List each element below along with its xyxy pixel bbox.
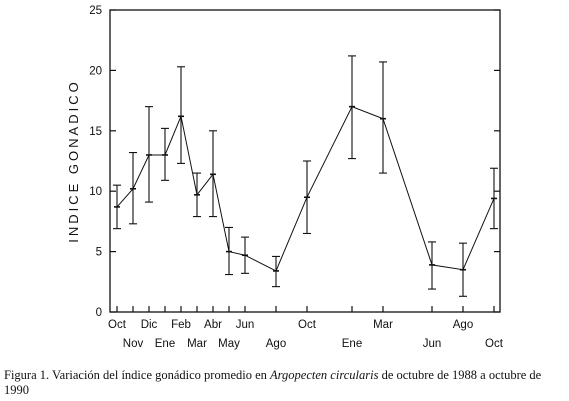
x-tick-label: Feb xyxy=(171,319,191,331)
x-tick-label: Mar xyxy=(187,338,207,350)
x-tick-label: Jun xyxy=(236,319,255,331)
caption-prefix: Figura 1. Variación del índice gonádico … xyxy=(4,368,271,382)
series-line xyxy=(116,105,495,272)
caption-species: Argopecten circularis xyxy=(270,368,379,382)
plot-frame xyxy=(109,9,501,313)
y-tick-label: 25 xyxy=(89,5,102,17)
y-tick-label: 15 xyxy=(89,126,102,138)
x-tick-label: Mar xyxy=(373,319,393,331)
y-tick-label: 5 xyxy=(96,247,102,259)
x-tick-label: Ago xyxy=(266,338,286,350)
x-tick-label: Ene xyxy=(342,338,362,350)
x-tick-label: Ago xyxy=(453,319,473,331)
y-axis-label: INDICE GONADICO xyxy=(66,79,81,242)
x-tick-label: Abr xyxy=(204,319,222,331)
y-tick-label: 0 xyxy=(96,307,102,319)
x-tick-label: Oct xyxy=(485,338,504,350)
x-tick-label: Oct xyxy=(298,319,317,331)
x-tick-label: Oct xyxy=(108,319,127,331)
x-tick-label: Dic xyxy=(141,319,158,331)
x-tick-label: Jun xyxy=(423,338,442,350)
y-tick-label: 10 xyxy=(89,186,102,198)
gonadic-index-chart: 0 5 10 15 20 25 INDICE GONADICO Oct Nov Dic Ene Feb… xyxy=(66,5,504,350)
y-tick-label: 20 xyxy=(89,65,102,77)
x-tick-label: Ene xyxy=(155,338,175,350)
caption-suffix: de octubre de 1988 a octubre de 1990 xyxy=(4,368,542,397)
figure-caption: Figura 1. Variación del índice gonádico … xyxy=(4,368,566,398)
x-tick-label: May xyxy=(218,338,240,350)
x-tick-label: Nov xyxy=(123,338,144,350)
